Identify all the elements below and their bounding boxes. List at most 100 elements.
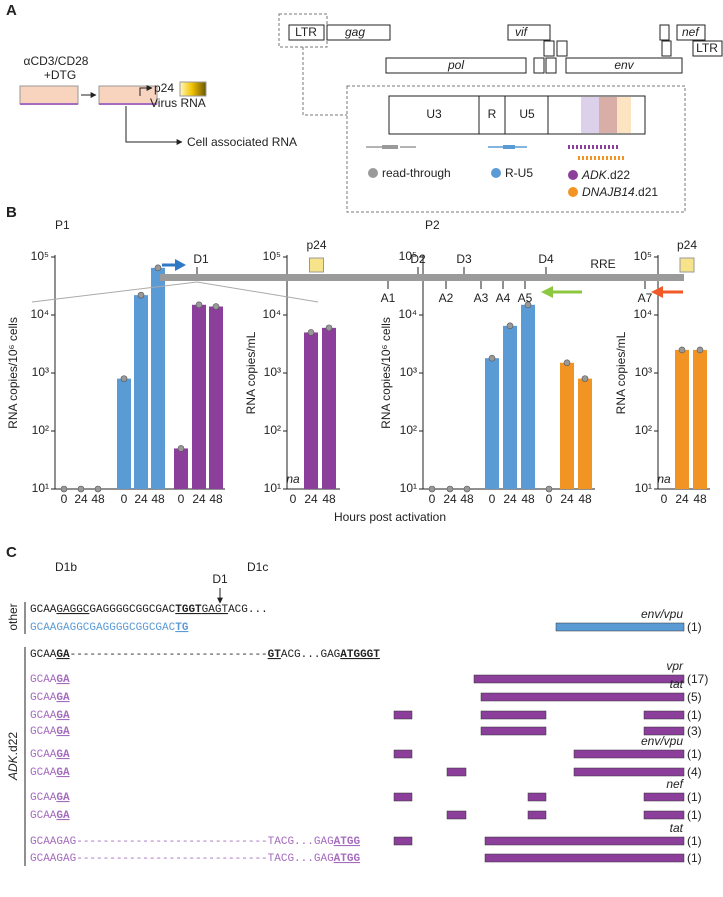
sequence: GCAAGAGGCGAGGGGCGGCGACTGGTGAGTACG... [30, 604, 268, 616]
bar [117, 378, 131, 489]
read-count: (4) [687, 765, 702, 779]
gene-box [556, 40, 568, 57]
sequence-segment: GCAAGAG [30, 853, 76, 865]
sequence-segment: ACG... [228, 604, 268, 616]
bar [675, 349, 689, 489]
legend-marker [491, 168, 501, 178]
x-tick-label: 24 [192, 492, 206, 506]
data-point [506, 322, 514, 330]
p24-swatch [179, 81, 207, 97]
read-count: (1) [687, 808, 702, 822]
data-point [696, 346, 704, 354]
sequence-segment: GAGT [202, 604, 229, 616]
bar [521, 304, 535, 489]
dish [98, 85, 158, 105]
gene-suffix: .d22 [607, 168, 631, 182]
read-count: (17) [687, 672, 708, 686]
x-tick-label: 24 [560, 492, 574, 506]
gene-name: DNAJB14 [582, 185, 635, 199]
dish [19, 85, 79, 105]
data-point [77, 485, 85, 493]
exon-bar [393, 836, 413, 846]
read-count: (5) [687, 690, 702, 704]
panel-label: C [6, 544, 17, 561]
bar [693, 349, 707, 489]
y-tick-label: 10⁵ [634, 249, 652, 263]
sequence-segment: GA [56, 674, 70, 686]
donor-label: D2 [410, 252, 426, 266]
bar [503, 325, 517, 489]
sequence: GCAAGA [30, 792, 70, 804]
panel-label: B [6, 204, 17, 221]
gene-box [385, 57, 527, 74]
sequence-segment: ATGGGT [340, 649, 380, 661]
sequence-segment: ATGG [334, 836, 361, 848]
sequence-segment: ----------------------------- [76, 836, 267, 848]
read-count: (1) [687, 620, 702, 634]
group-label: other [6, 603, 20, 630]
y-tick-label: 10² [32, 423, 49, 437]
sequence-segment: GCAA [30, 674, 57, 686]
data-point [137, 291, 145, 299]
primer-arrow [175, 259, 186, 271]
gene-label: vif [515, 25, 529, 39]
read-count: (1) [687, 851, 702, 865]
exon-bar [527, 810, 547, 820]
sequence-segment: ACG...GAG [281, 649, 340, 661]
sequence-segment: GCAA [30, 810, 57, 822]
zoom-label: D1b [55, 560, 77, 574]
sequence-segment: GAGGC [56, 604, 89, 616]
transcript-label: vpr [666, 659, 684, 673]
legend: read-through R-U5 ADK.d22 DNAJB14.d21 [368, 166, 658, 199]
x-tick-label: 0 [290, 492, 297, 506]
patient-label: P2 [425, 218, 440, 232]
sequence: GCAAGAGGCGAGGGGCGGCGACTG [30, 622, 189, 634]
gene-box [676, 24, 706, 41]
exon-bar [573, 767, 685, 777]
x-tick-label: 48 [460, 492, 474, 506]
exon-bar [555, 622, 685, 632]
acceptor-label: A3 [474, 291, 489, 305]
bar [174, 448, 188, 489]
sequence-segment: ----------------------------- [76, 853, 267, 865]
panel-a: A LTR gag vif nef LTR pol env U3 R U5 re… [6, 2, 723, 213]
acceptor-label: A4 [496, 291, 511, 305]
sequence-segment: ATGG [334, 853, 361, 865]
gene-box [661, 40, 672, 57]
gene-suffix: .d22 [6, 732, 20, 756]
region-label: R [488, 107, 497, 121]
y-tick-label: 10⁴ [30, 307, 49, 321]
data-point [307, 329, 315, 336]
legend-marker [568, 170, 578, 180]
ltr-detail-box [346, 85, 686, 213]
x-tick-label: 48 [578, 492, 592, 506]
y-axis-label: RNA copies/10⁶ cells [6, 317, 20, 429]
transcript-label: nef [666, 777, 684, 791]
gene-box [659, 24, 670, 41]
panel-b: B P1 P2 Hours post activation 10¹ 10² 10³ 1… [6, 204, 710, 524]
gene-label: nef [682, 25, 700, 39]
data-point [488, 354, 496, 362]
exon-bar [480, 726, 547, 736]
bar [485, 358, 499, 489]
sequence-segment: GA [56, 710, 70, 722]
gene-label: LTR [696, 41, 718, 55]
transcript-label: env/vpu [641, 607, 683, 621]
exon-bar [446, 767, 467, 777]
data-point [94, 485, 102, 493]
legend-label: read-through [382, 166, 451, 180]
data-point [120, 375, 128, 382]
arrow [139, 85, 153, 96]
data-point [446, 485, 454, 493]
primer-arrow [541, 286, 553, 298]
panel-label: A [6, 2, 17, 19]
acceptor-label: A1 [381, 291, 396, 305]
sequence: GCAAGA [30, 674, 70, 686]
bar [209, 306, 223, 489]
data-point [678, 346, 686, 354]
sequence-segment: ------------------------------ [70, 649, 268, 661]
x-tick-label: 0 [429, 492, 436, 506]
probe-band [581, 97, 600, 133]
y-tick-label: 10¹ [635, 481, 652, 495]
sequence-segment: GT [268, 649, 282, 661]
